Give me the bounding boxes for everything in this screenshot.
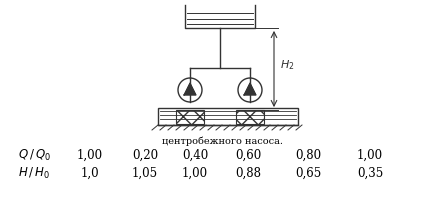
- Text: 0,80: 0,80: [295, 149, 321, 162]
- Bar: [176, 110, 204, 124]
- Polygon shape: [244, 83, 256, 95]
- Text: 1,00: 1,00: [77, 149, 103, 162]
- Text: 1,00: 1,00: [182, 167, 208, 180]
- Text: 1,00: 1,00: [357, 149, 383, 162]
- Text: 0,40: 0,40: [182, 149, 208, 162]
- Text: 1,0: 1,0: [81, 167, 99, 180]
- Text: $H_2$: $H_2$: [280, 58, 294, 72]
- Text: 0,60: 0,60: [235, 149, 261, 162]
- Text: 0,20: 0,20: [132, 149, 158, 162]
- Text: 1,05: 1,05: [132, 167, 158, 180]
- Polygon shape: [184, 83, 196, 95]
- Text: 0,65: 0,65: [295, 167, 321, 180]
- Text: $Q\,/\,Q_0$: $Q\,/\,Q_0$: [18, 148, 51, 163]
- Text: $H\,/\,H_0$: $H\,/\,H_0$: [18, 166, 50, 181]
- Text: 0,88: 0,88: [235, 167, 261, 180]
- Bar: [158, 108, 298, 125]
- Bar: [236, 110, 264, 124]
- Text: 0,35: 0,35: [357, 167, 383, 180]
- Text: центробежного насоса.: центробежного насоса.: [162, 136, 282, 146]
